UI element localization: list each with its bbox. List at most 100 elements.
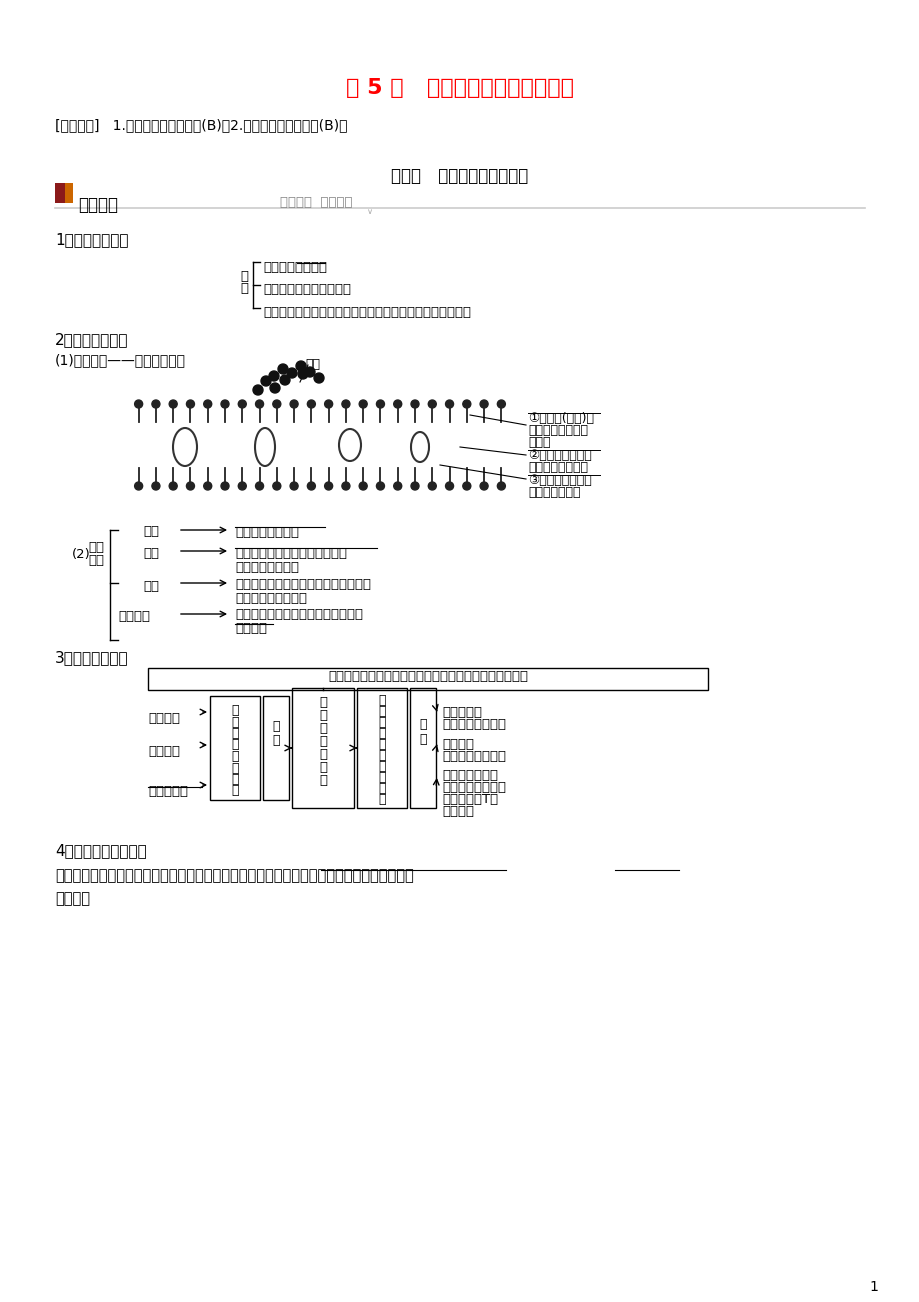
Ellipse shape bbox=[338, 428, 360, 461]
Circle shape bbox=[169, 482, 177, 490]
Text: (2): (2) bbox=[72, 548, 91, 561]
Text: 行: 行 bbox=[378, 704, 385, 717]
Circle shape bbox=[445, 482, 453, 490]
Text: 细胞与效应T细: 细胞与效应T细 bbox=[441, 793, 497, 806]
Text: 2．细胞膜的结构: 2．细胞膜的结构 bbox=[55, 332, 129, 348]
Text: 结构: 结构 bbox=[88, 542, 104, 553]
Text: 护作用。: 护作用。 bbox=[55, 891, 90, 906]
Text: ∨: ∨ bbox=[367, 207, 373, 216]
Text: （如激素、递质）: （如激素、递质） bbox=[441, 717, 505, 730]
Circle shape bbox=[462, 482, 471, 490]
Circle shape bbox=[134, 400, 142, 408]
Circle shape bbox=[289, 482, 298, 490]
Text: 蛋白质：与膜的功能有关: 蛋白质：与膜的功能有关 bbox=[263, 283, 351, 296]
Circle shape bbox=[253, 385, 263, 395]
Text: 第 5 讲   细胞膜、细胞壁和细胞核: 第 5 讲 细胞膜、细胞壁和细胞核 bbox=[346, 78, 573, 98]
Circle shape bbox=[445, 400, 453, 408]
Circle shape bbox=[411, 482, 418, 490]
Circle shape bbox=[221, 400, 229, 408]
Text: 细胞识别、保护、: 细胞识别、保护、 bbox=[528, 424, 587, 437]
Text: 动性加快: 动性加快 bbox=[234, 622, 267, 635]
Text: ③蛋白质分子：行: ③蛋白质分子：行 bbox=[528, 474, 591, 487]
Bar bbox=[210, 697, 260, 799]
Text: 原因: 原因 bbox=[142, 547, 159, 560]
Bar bbox=[65, 184, 73, 203]
Text: 特点: 特点 bbox=[88, 553, 104, 566]
Circle shape bbox=[203, 482, 211, 490]
Circle shape bbox=[428, 482, 436, 490]
Text: 润滑等: 润滑等 bbox=[528, 436, 550, 449]
Text: 类: 类 bbox=[419, 717, 426, 730]
Text: 型: 型 bbox=[419, 733, 426, 746]
Circle shape bbox=[187, 482, 194, 490]
Circle shape bbox=[480, 482, 488, 490]
Circle shape bbox=[307, 400, 315, 408]
Circle shape bbox=[480, 400, 488, 408]
Text: 1．细胞膜的成分: 1．细胞膜的成分 bbox=[55, 232, 129, 247]
Circle shape bbox=[324, 400, 333, 408]
Circle shape bbox=[324, 482, 333, 490]
Text: 控: 控 bbox=[231, 704, 239, 717]
Circle shape bbox=[268, 371, 278, 381]
Text: 内容: 内容 bbox=[142, 525, 159, 538]
Circle shape bbox=[307, 482, 315, 490]
Circle shape bbox=[289, 400, 298, 408]
Circle shape bbox=[203, 400, 211, 408]
Text: 1: 1 bbox=[868, 1280, 877, 1294]
Text: 功: 功 bbox=[319, 749, 326, 760]
Circle shape bbox=[287, 368, 297, 378]
Circle shape bbox=[134, 482, 142, 490]
Text: 具有一定的流动性: 具有一定的流动性 bbox=[234, 526, 299, 539]
Text: 质: 质 bbox=[231, 738, 239, 751]
Text: 知识梳理: 知识梳理 bbox=[78, 197, 118, 214]
Text: 植物细胞的细胞膜外还有细胞壁，其主要成分是多糖（纤维素、果胶等），具有维持形态和保: 植物细胞的细胞膜外还有细胞壁，其主要成分是多糖（纤维素、果胶等），具有维持形态和… bbox=[55, 868, 414, 883]
Text: 胞吞、胞吐: 胞吞、胞吐 bbox=[148, 785, 187, 798]
Text: 胞: 胞 bbox=[378, 727, 385, 740]
Ellipse shape bbox=[411, 432, 428, 462]
Text: 信: 信 bbox=[378, 760, 385, 773]
Circle shape bbox=[296, 361, 306, 371]
Circle shape bbox=[462, 400, 471, 408]
Text: 胞接触）: 胞接触） bbox=[441, 805, 473, 818]
Text: 膜: 膜 bbox=[319, 723, 326, 736]
Circle shape bbox=[152, 482, 160, 490]
Circle shape bbox=[313, 372, 323, 383]
Text: 方: 方 bbox=[272, 720, 279, 733]
Text: 交: 交 bbox=[378, 783, 385, 796]
Text: 远距离传递: 远距离传递 bbox=[441, 706, 482, 719]
Text: 影响因素: 影响因素 bbox=[118, 611, 150, 622]
Text: 物: 物 bbox=[231, 727, 239, 740]
Circle shape bbox=[278, 365, 288, 374]
Circle shape bbox=[411, 400, 418, 408]
Circle shape bbox=[428, 400, 436, 408]
Text: 间: 间 bbox=[378, 738, 385, 751]
Text: 出: 出 bbox=[231, 762, 239, 775]
Circle shape bbox=[376, 482, 384, 490]
Text: 构成膜的基本支架: 构成膜的基本支架 bbox=[528, 461, 587, 474]
Text: （如细胞间连丝）: （如细胞间连丝） bbox=[441, 750, 505, 763]
Circle shape bbox=[269, 383, 279, 393]
Circle shape bbox=[342, 482, 349, 490]
Circle shape bbox=[169, 400, 177, 408]
Text: 考点一   细胞膜的结构与功能: 考点一 细胞膜的结构与功能 bbox=[391, 167, 528, 185]
Text: [考纲要求]   1.细胞膜的结构和功能(B)。2.细胞核的结构与功能(B)。: [考纲要求] 1.细胞膜的结构和功能(B)。2.细胞核的结构与功能(B)。 bbox=[55, 118, 347, 132]
Text: 胞: 胞 bbox=[319, 710, 326, 723]
Bar bbox=[357, 687, 406, 809]
Text: ）: ） bbox=[319, 773, 326, 786]
Text: 通道传递: 通道传递 bbox=[441, 738, 473, 751]
Circle shape bbox=[358, 400, 367, 408]
Text: 进: 进 bbox=[378, 694, 385, 707]
Text: 质壁分离、变形虫运动、胞吞和胞吐、: 质壁分离、变形虫运动、胞吞和胞吐、 bbox=[234, 578, 370, 591]
Circle shape bbox=[298, 368, 308, 379]
Text: 夯实基础  强化要点: 夯实基础 强化要点 bbox=[279, 197, 352, 210]
Circle shape bbox=[255, 400, 263, 408]
Text: 制: 制 bbox=[231, 716, 239, 729]
Circle shape bbox=[279, 375, 289, 385]
Text: 使膜的主要功能: 使膜的主要功能 bbox=[528, 486, 580, 499]
Circle shape bbox=[393, 400, 402, 408]
Circle shape bbox=[221, 482, 229, 490]
Text: 糖类: 糖类 bbox=[305, 358, 320, 371]
Bar bbox=[263, 697, 289, 799]
Text: 实例: 实例 bbox=[142, 579, 159, 592]
Circle shape bbox=[393, 482, 402, 490]
